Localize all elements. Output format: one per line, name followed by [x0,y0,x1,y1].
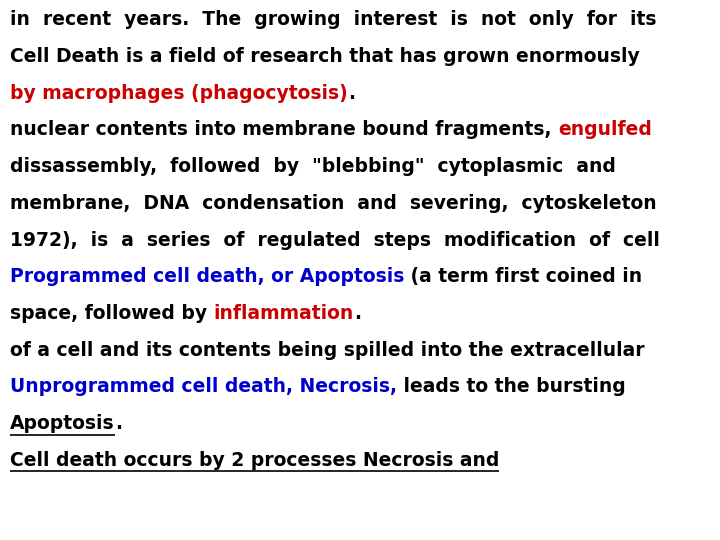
Text: space, followed by: space, followed by [10,304,214,323]
Text: in  recent  years.  The  growing  interest  is  not  only  for  its: in recent years. The growing interest is… [10,10,657,29]
Text: Apoptosis: Apoptosis [10,414,114,433]
Text: Programmed cell death, or Apoptosis: Programmed cell death, or Apoptosis [10,267,405,286]
Text: dissassembly,  followed  by  "blebbing"  cytoplasmic  and: dissassembly, followed by "blebbing" cyt… [10,157,616,176]
Text: inflammation: inflammation [214,304,354,323]
Text: .: . [354,304,361,323]
Text: nuclear contents into membrane bound fragments,: nuclear contents into membrane bound fra… [10,120,558,139]
Text: by macrophages (phagocytosis): by macrophages (phagocytosis) [10,84,348,103]
Text: Cell Death is a field of research that has grown enormously: Cell Death is a field of research that h… [10,47,640,66]
Text: 1972),  is  a  series  of  regulated  steps  modification  of  cell: 1972), is a series of regulated steps mo… [10,231,660,249]
Text: Unprogrammed cell death, Necrosis,: Unprogrammed cell death, Necrosis, [10,377,397,396]
Text: .: . [348,84,355,103]
Text: leads to the bursting: leads to the bursting [397,377,626,396]
Text: engulfed: engulfed [558,120,652,139]
Text: .: . [114,414,122,433]
Text: of a cell and its contents being spilled into the extracellular: of a cell and its contents being spilled… [10,341,644,360]
Text: (a term first coined in: (a term first coined in [405,267,642,286]
Text: Cell death occurs by 2 processes Necrosis and: Cell death occurs by 2 processes Necrosi… [10,451,500,470]
Text: membrane,  DNA  condensation  and  severing,  cytoskeleton: membrane, DNA condensation and severing,… [10,194,657,213]
